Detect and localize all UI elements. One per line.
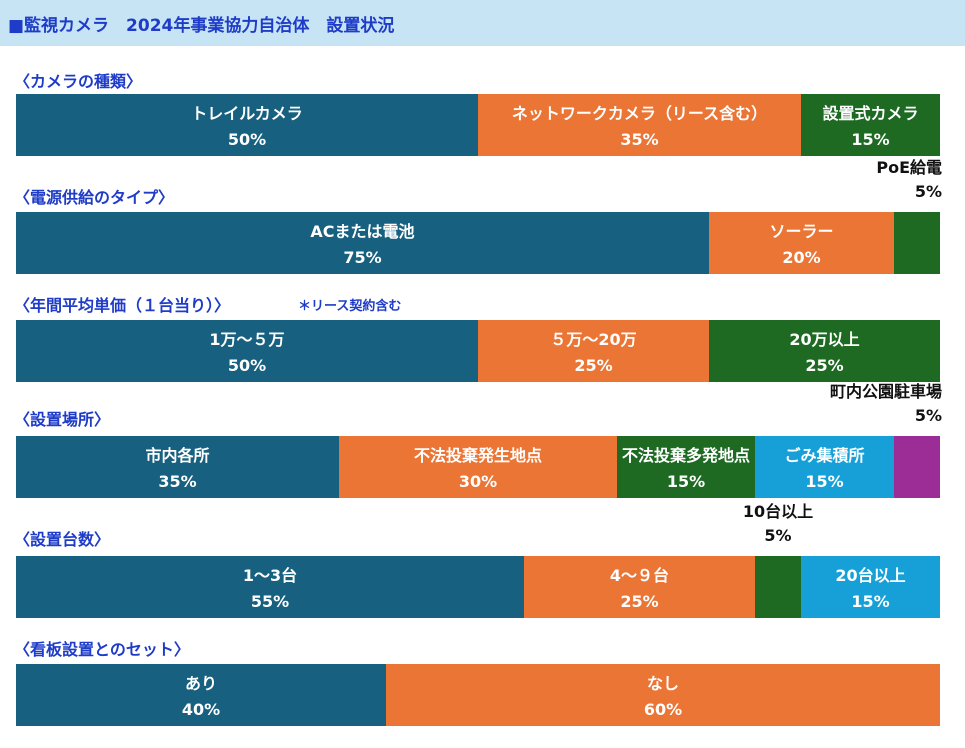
segment-label: 20台以上 (835, 566, 906, 585)
bar-segment: 1万～５万 50% (16, 320, 478, 382)
segment-value: 35% (620, 130, 659, 149)
segment-value: 25% (574, 356, 613, 375)
bar-segment: あり 40% (16, 664, 386, 726)
bar-segment: 1～3台 55% (16, 556, 524, 618)
chart-note-3: ＊リース契約含む (298, 299, 402, 314)
bar-segment: 市内各所 35% (16, 436, 339, 498)
stacked-bar-4: 市内各所 35% 不法投棄発生地点 30% 不法投棄多発地点 15% ごみ集積所 15% (16, 436, 940, 498)
segment-label: 1～3台 (242, 566, 298, 585)
segment-label: ごみ集積所 (784, 446, 865, 465)
chart-title-1: 〈カメラの種類〉 (14, 72, 143, 91)
segment-value: 40% (181, 700, 221, 719)
segment-label: ネットワークカメラ（リース含む） (511, 104, 768, 123)
segment-value: 60% (643, 700, 683, 719)
stacked-bar-6: あり 40% なし 60% (16, 664, 940, 726)
stacked-bar-5: 1～3台 55% 4～９台 25% 20台以上 15% (16, 556, 940, 618)
bar-segment: 不法投棄多発地点 15% (617, 436, 755, 498)
bar-segment: 設置式カメラ 15% (801, 94, 940, 156)
callout-label: 町内公園駐車場 (829, 382, 942, 401)
bar-segment (894, 212, 940, 274)
chart-title-3: 〈年間平均単価（１台当り）〉 (14, 296, 231, 315)
segment-label: 不法投棄多発地点 (621, 446, 750, 465)
segment-label: 4～９台 (609, 566, 670, 585)
stacked-bar-2: ACまたは電池 75% ソーラー 20% (16, 212, 940, 274)
segment-value: 55% (250, 592, 290, 611)
segment-label: 1万～５万 (209, 330, 285, 349)
callout-value: 5% (764, 526, 792, 545)
bar-segment: 不法投棄発生地点 30% (339, 436, 617, 498)
header-bar: ■監視カメラ 2024年事業協力自治体 設置状況 (0, 0, 965, 46)
segment-label: あり (184, 674, 217, 693)
stacked-bar-1: トレイルカメラ 50% ネットワークカメラ（リース含む） 35% 設置式カメラ 15% (16, 94, 940, 156)
bar-segment: ソーラー 20% (709, 212, 894, 274)
callout-value: 5% (914, 406, 942, 425)
segment-value: 20% (782, 248, 821, 267)
stacked-bar-3: 1万～５万 50% ５万～20万 25% 20万以上 25% (16, 320, 940, 382)
callout-value: 5% (914, 182, 942, 201)
segment-value: 35% (158, 472, 197, 491)
segment-value: 15% (851, 592, 890, 611)
segment-label: ソーラー (769, 222, 834, 241)
segment-label: ACまたは電池 (310, 222, 415, 241)
bar-segment: ネットワークカメラ（リース含む） 35% (478, 94, 801, 156)
callout-label: PoE給電 (876, 158, 942, 177)
bar-segment: ACまたは電池 75% (16, 212, 709, 274)
segment-value: 15% (666, 472, 706, 491)
bar-segment: 20万以上 25% (709, 320, 940, 382)
bar-segment: 4～９台 25% (524, 556, 755, 618)
chart-title-5: 〈設置台数〉 (14, 530, 111, 549)
segment-label: 不法投棄発生地点 (413, 446, 542, 465)
chart-title-4: 〈設置場所〉 (14, 410, 111, 429)
bar-segment: ごみ集積所 15% (755, 436, 894, 498)
segment-value: 15% (805, 472, 844, 491)
segment-value: 15% (851, 130, 890, 149)
segment-label: 市内各所 (145, 446, 210, 465)
segment-value: 50% (227, 130, 267, 149)
bar-segment: 20台以上 15% (801, 556, 940, 618)
segment-value: 25% (805, 356, 844, 375)
chart-title-6: 〈看板設置とのセット〉 (14, 640, 190, 659)
chart-title-2: 〈電源供給のタイプ〉 (14, 188, 175, 207)
segment-label: なし (646, 674, 679, 693)
segment-label: トレイルカメラ (191, 104, 303, 123)
segment-label: 20万以上 (789, 330, 860, 349)
segment-label: ５万～20万 (550, 330, 637, 349)
segment-value: 25% (620, 592, 659, 611)
bar-segment: ５万～20万 25% (478, 320, 709, 382)
segment-value: 75% (343, 248, 382, 267)
callout-label: 10台以上 (742, 502, 814, 521)
bar-segment (894, 436, 940, 498)
segment-label: 設置式カメラ (822, 104, 919, 123)
bar-segment (755, 556, 801, 618)
segment-value: 30% (458, 472, 498, 491)
bar-segment: なし 60% (386, 664, 940, 726)
bar-segment: トレイルカメラ 50% (16, 94, 478, 156)
segment-value: 50% (227, 356, 267, 375)
page-title: ■監視カメラ 2024年事業協力自治体 設置状況 (8, 16, 395, 36)
